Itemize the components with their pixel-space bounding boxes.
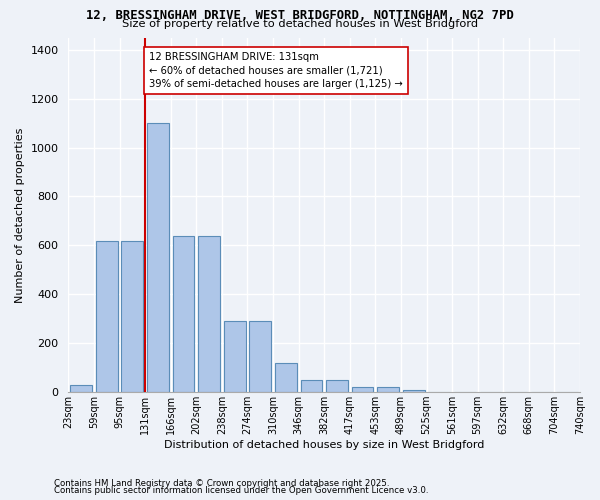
Bar [326,380,348,392]
Bar [147,123,169,392]
Bar [173,236,194,392]
Bar [275,363,297,392]
Text: 12 BRESSINGHAM DRIVE: 131sqm
← 60% of detached houses are smaller (1,721)
39% of: 12 BRESSINGHAM DRIVE: 131sqm ← 60% of de… [149,52,403,88]
Bar [96,240,118,392]
X-axis label: Distribution of detached houses by size in West Bridgford: Distribution of detached houses by size … [164,440,484,450]
Text: Contains HM Land Registry data © Crown copyright and database right 2025.: Contains HM Land Registry data © Crown c… [54,478,389,488]
Bar [70,385,92,392]
Bar [403,390,425,392]
Y-axis label: Number of detached properties: Number of detached properties [15,127,25,302]
Bar [352,388,373,392]
Bar [198,236,220,392]
Bar [224,321,245,392]
Text: Size of property relative to detached houses in West Bridgford: Size of property relative to detached ho… [122,19,478,29]
Bar [301,380,322,392]
Text: 12, BRESSINGHAM DRIVE, WEST BRIDGFORD, NOTTINGHAM, NG2 7PD: 12, BRESSINGHAM DRIVE, WEST BRIDGFORD, N… [86,9,514,22]
Text: Contains public sector information licensed under the Open Government Licence v3: Contains public sector information licen… [54,486,428,495]
Bar [121,240,143,392]
Bar [250,321,271,392]
Bar [377,388,399,392]
